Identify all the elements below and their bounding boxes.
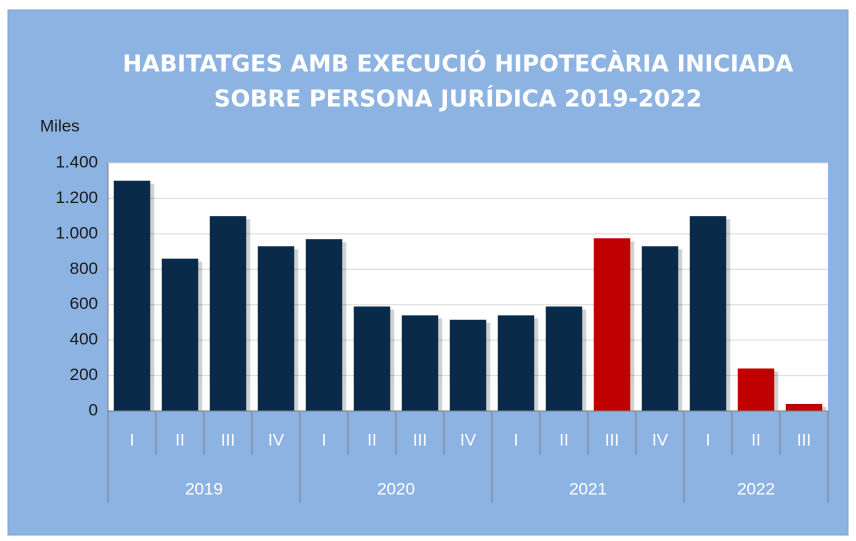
bar xyxy=(689,216,727,411)
y-tick-label: 600 xyxy=(70,294,98,313)
y-tick-label: 200 xyxy=(70,365,98,384)
bar xyxy=(353,306,391,411)
group-label: 2020 xyxy=(377,479,415,498)
x-tick-label: IV xyxy=(652,430,669,449)
bar xyxy=(449,319,487,411)
x-tick-label: I xyxy=(514,430,519,449)
y-tick-label: 0 xyxy=(89,400,98,419)
chart-title: HABITATGES AMB EXECUCIÓ HIPOTECÀRIA INIC… xyxy=(123,50,794,78)
x-tick-label: III xyxy=(413,430,427,449)
x-tick-label: II xyxy=(367,430,376,449)
bar xyxy=(641,246,679,411)
x-tick-label: III xyxy=(605,430,619,449)
bar xyxy=(161,258,199,411)
chart-title: SOBRE PERSONA JURÍDICA 2019-2022 xyxy=(214,85,702,113)
bar xyxy=(305,239,343,411)
y-tick-label: 1.000 xyxy=(55,223,98,242)
bar xyxy=(209,216,247,411)
y-tick-label: 400 xyxy=(70,330,98,349)
bar xyxy=(497,315,535,411)
x-tick-label: II xyxy=(751,430,760,449)
x-tick-label: III xyxy=(221,430,235,449)
x-tick-label: I xyxy=(706,430,711,449)
bar xyxy=(785,403,823,411)
y-tick-label: 1.200 xyxy=(55,188,98,207)
bar xyxy=(113,180,151,411)
x-tick-label: IV xyxy=(460,430,477,449)
group-label: 2021 xyxy=(569,479,607,498)
y-tick-label: 1.400 xyxy=(55,152,98,171)
bar xyxy=(545,306,583,411)
bar xyxy=(737,368,775,411)
x-tick-label: I xyxy=(130,430,135,449)
bar xyxy=(257,246,295,411)
x-tick-label: I xyxy=(322,430,327,449)
bar xyxy=(401,315,439,411)
x-tick-label: II xyxy=(559,430,568,449)
x-tick-label: II xyxy=(175,430,184,449)
y-axis-label: Miles xyxy=(40,116,80,135)
group-label: 2022 xyxy=(737,479,775,498)
y-tick-label: 800 xyxy=(70,259,98,278)
x-tick-label: III xyxy=(797,430,811,449)
x-tick-label: IV xyxy=(268,430,285,449)
group-label: 2019 xyxy=(185,479,223,498)
bar xyxy=(593,238,631,411)
